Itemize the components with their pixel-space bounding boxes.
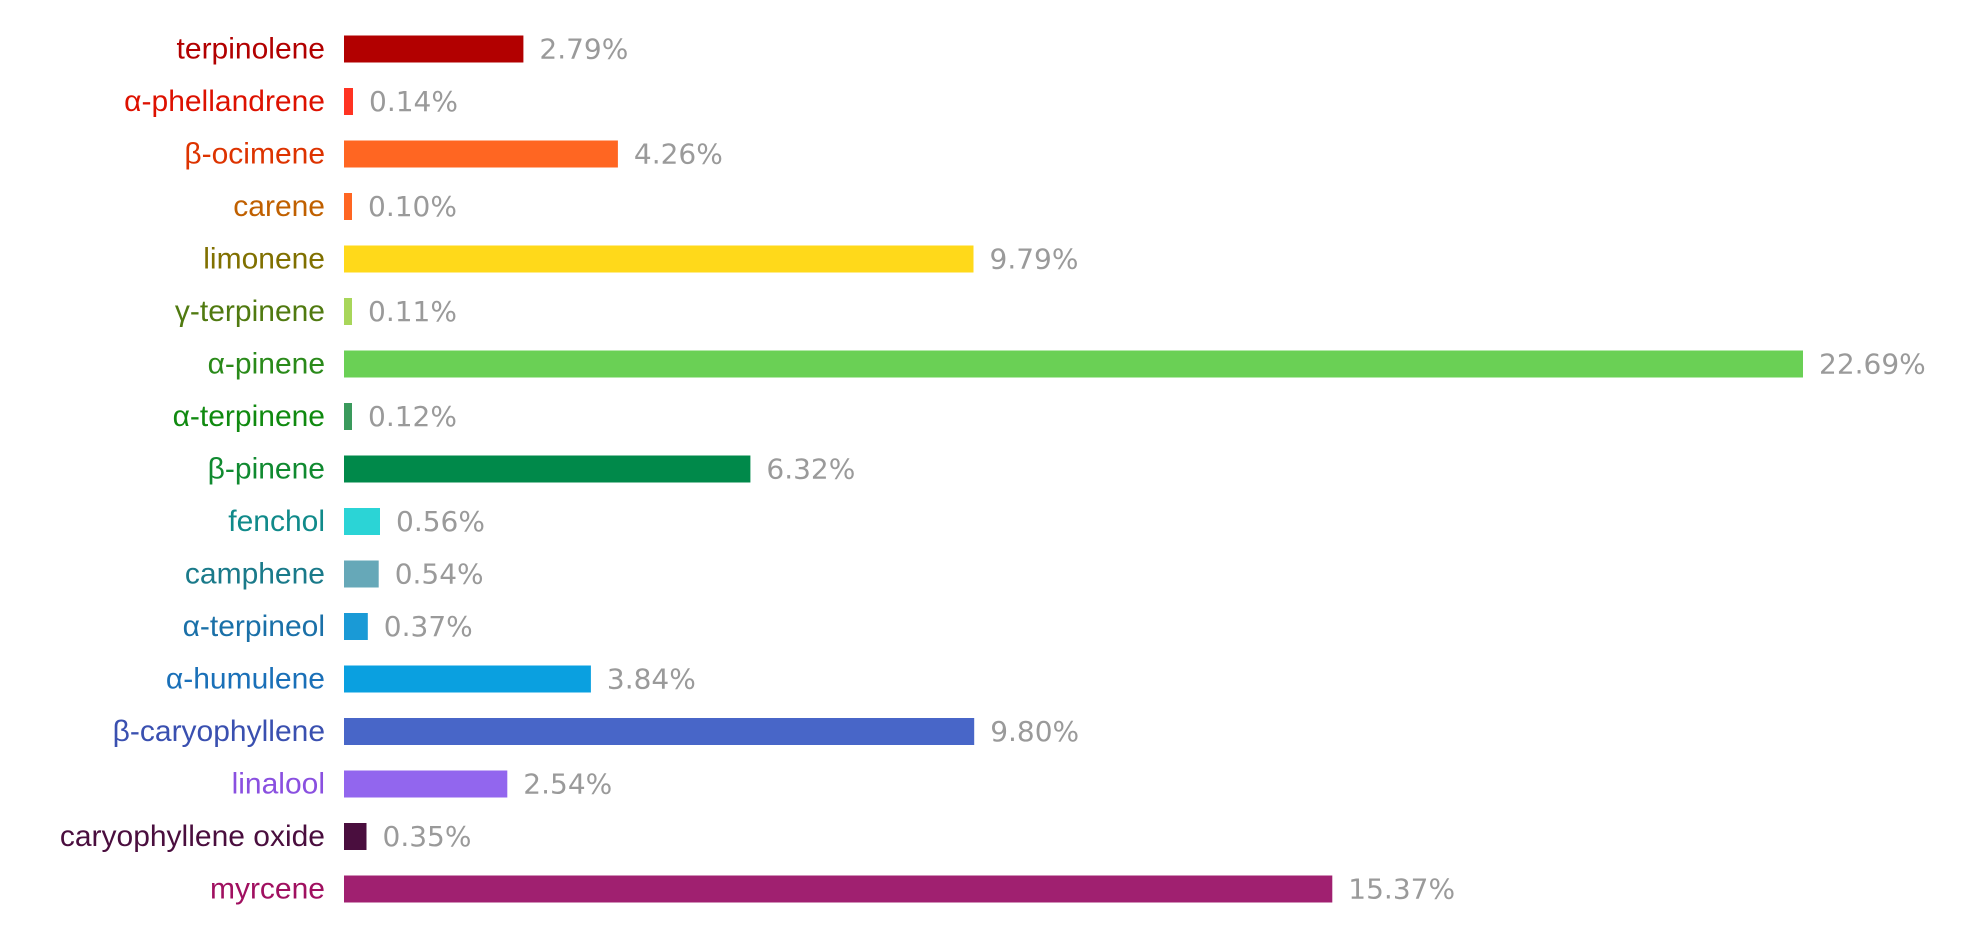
category-label-6: α-pinene bbox=[208, 348, 325, 381]
category-label-7: α-terpinene bbox=[173, 400, 325, 433]
bar-2 bbox=[344, 140, 618, 168]
value-label-1: 0.14% bbox=[369, 85, 458, 118]
category-label-10: camphene bbox=[185, 558, 325, 591]
value-label-11: 0.37% bbox=[384, 610, 473, 643]
value-label-4: 9.79% bbox=[990, 243, 1079, 276]
value-label-5: 0.11% bbox=[368, 295, 457, 328]
category-label-5: γ-terpinene bbox=[175, 295, 325, 328]
bar-11 bbox=[344, 613, 368, 640]
bar-9 bbox=[344, 508, 380, 535]
category-label-16: myrcene bbox=[210, 873, 325, 906]
value-label-8: 6.32% bbox=[766, 453, 855, 486]
bar-14 bbox=[344, 770, 508, 798]
category-label-2: β-ocimene bbox=[184, 138, 325, 171]
value-label-10: 0.54% bbox=[395, 558, 484, 591]
category-label-1: α-phellandrene bbox=[124, 85, 325, 118]
bar-4 bbox=[344, 245, 974, 273]
bar-10 bbox=[344, 560, 379, 588]
category-label-14: linalool bbox=[232, 768, 325, 801]
value-label-12: 3.84% bbox=[607, 663, 696, 696]
bars-group bbox=[344, 35, 1803, 903]
value-label-9: 0.56% bbox=[396, 505, 485, 538]
value-label-13: 9.80% bbox=[990, 715, 1079, 748]
value-labels-group: 2.79% 0.14% 4.26% 0.10% 9.79% 0.11% 22.69% 0.12… bbox=[368, 33, 1926, 906]
bar-13 bbox=[344, 718, 975, 745]
value-label-0: 2.79% bbox=[539, 33, 628, 66]
bar-7 bbox=[344, 403, 352, 430]
bar-6 bbox=[344, 350, 1803, 378]
category-label-4: limonene bbox=[203, 243, 325, 276]
category-label-12: α-humulene bbox=[166, 663, 325, 696]
value-label-6: 22.69% bbox=[1819, 348, 1926, 381]
value-label-14: 2.54% bbox=[523, 768, 612, 801]
value-label-16: 15.37% bbox=[1348, 873, 1455, 906]
value-label-7: 0.12% bbox=[368, 400, 457, 433]
bar-15 bbox=[344, 823, 367, 850]
bar-0 bbox=[344, 35, 524, 63]
bar-1 bbox=[344, 88, 353, 115]
value-label-15: 0.35% bbox=[383, 820, 472, 853]
category-labels-group: terpinolene α-phellandrene β-ocimene carene… bbox=[60, 33, 325, 906]
category-label-0: terpinolene bbox=[177, 33, 325, 66]
category-label-11: α-terpineol bbox=[183, 610, 325, 643]
bar-8 bbox=[344, 455, 751, 483]
bar-3 bbox=[344, 193, 352, 220]
bar-5 bbox=[344, 298, 352, 325]
category-label-3: carene bbox=[233, 190, 325, 223]
bar-16 bbox=[344, 875, 1333, 903]
bar-12 bbox=[344, 665, 591, 693]
category-label-15: caryophyllene oxide bbox=[60, 820, 325, 853]
category-label-8: β-pinene bbox=[208, 453, 325, 486]
category-label-13: β-caryophyllene bbox=[113, 715, 325, 748]
category-label-9: fenchol bbox=[228, 505, 325, 538]
value-label-2: 4.26% bbox=[634, 138, 723, 171]
value-label-3: 0.10% bbox=[368, 190, 457, 223]
